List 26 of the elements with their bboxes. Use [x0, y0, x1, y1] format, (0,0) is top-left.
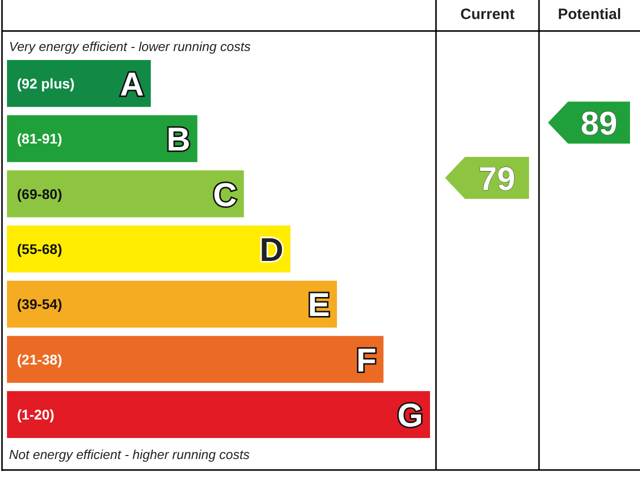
y-tick-label: (92 plus): [17, 75, 75, 92]
text: 89: [580, 104, 618, 142]
y-tick-label: (81-91): [17, 130, 62, 147]
annotation: G: [397, 396, 423, 434]
annotation: B: [166, 120, 190, 158]
bar: [7, 170, 244, 218]
text: 79: [478, 160, 516, 197]
text: Current: [460, 6, 515, 23]
bar: [7, 115, 198, 162]
text: Very energy efficient - lower running costs: [9, 39, 252, 54]
y-tick-label: (39-54): [17, 296, 62, 312]
annotation: D: [260, 231, 284, 268]
annotation: E: [308, 286, 330, 324]
y-tick-label: (55-68): [17, 241, 62, 257]
y-tick-label: (69-80): [17, 186, 62, 202]
y-tick-label: (21-38): [17, 351, 62, 368]
bar: [7, 336, 384, 383]
annotation: C: [213, 176, 237, 213]
text: Potential: [558, 6, 622, 23]
y-tick-label: (1-20): [17, 406, 54, 423]
annotation: F: [356, 341, 376, 378]
text: Not energy efficient - higher running costs: [9, 447, 250, 462]
annotation: A: [120, 65, 144, 102]
bar: [7, 391, 430, 438]
bar: [7, 280, 337, 328]
bar: [7, 226, 290, 272]
